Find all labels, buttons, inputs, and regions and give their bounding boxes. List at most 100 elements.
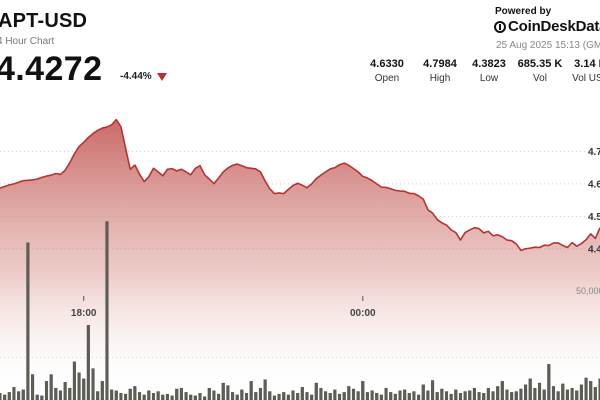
volume-bar [54,387,58,400]
volume-bar [589,381,593,400]
stat-high: 4.7984 High [421,58,459,84]
volume-bar [575,390,579,400]
volume-bar [100,381,104,400]
volume-bar [217,393,221,400]
x-tick-label: 00:00 [350,308,376,319]
volume-bar [333,389,337,400]
stat-vol: 685.35 K Vol [514,58,566,84]
volume-bar [491,391,495,400]
stat-label: Vol USD [572,73,600,84]
volume-bar [314,382,318,400]
coindesk-logo-icon [494,20,506,33]
volume-bar [519,388,523,400]
volume-bar [370,390,374,400]
volume-bar [161,394,165,400]
volume-bar [533,387,537,400]
stat-label: Open [374,73,400,84]
volume-bar [258,387,263,400]
volume-bar [468,390,472,400]
volume-bar [342,392,346,400]
volume-bar [356,391,360,400]
volume-bar [72,361,76,400]
volume-bar [189,394,193,400]
volume-bar [500,381,504,400]
volume-bar [528,378,532,400]
brand-logo[interactable]: CoinDeskData [494,18,600,35]
volume-bar [324,391,328,400]
stat-value: 4.6330 [370,58,404,70]
volume-bar [561,383,565,400]
volume-bar [26,242,30,400]
volume-bar [310,394,314,400]
volume-bar [184,392,188,400]
volume-bar [0,393,2,400]
chart-interval: 4 Hour Chart [0,36,55,47]
y-axis-labels: 4.7 4.6 4.5 4.4 [588,147,600,255]
volume-bar [407,393,411,400]
volume-bar [44,381,49,400]
volume-bar [137,392,142,400]
volume-bar [375,393,379,400]
volume-bar [249,381,253,400]
volume-bar [12,387,16,400]
stat-label: Vol [533,73,547,84]
volume-bar [421,384,425,400]
stat-vol-usd: 3.14 M Vol USD [566,58,600,84]
volume-bar [542,389,546,400]
volume-bar [351,388,356,400]
volume-bar [133,386,137,400]
volume-bar [347,386,351,400]
volume-bar [124,393,128,400]
volume-bar [235,394,239,400]
volume-bar [142,394,146,400]
volume-bar [212,390,216,400]
volume-bar [3,394,7,400]
volume-bar [486,387,490,400]
volume-bar [379,394,383,400]
current-price: 4.4272 [0,50,103,88]
down-arrow-icon [157,73,167,81]
volume-bar [496,386,500,400]
volume-bar [477,392,481,400]
volume-bar [21,389,25,400]
stat-value: 4.7984 [423,58,457,70]
volume-bar [165,393,169,400]
volume-bar [268,391,272,400]
y-tick-label: 4.6 [588,179,600,190]
volume-bar [384,387,388,400]
price-area [0,119,600,400]
volume-bar [463,391,467,400]
volume-bar [291,390,295,400]
stat-value: 3.14 M [574,58,600,70]
volume-bar [431,380,435,400]
volume-bar [128,388,132,400]
volume-bar [579,384,583,400]
volume-bar [286,394,290,400]
volume-bar [319,387,323,400]
volume-bar [147,390,151,400]
volume-bar [221,382,225,400]
volume-bar [119,393,123,400]
volume-bar [305,392,309,400]
volume-bar [193,395,197,400]
volume-bar [449,393,453,400]
volume-bar [337,393,342,400]
volume-bar [17,391,21,400]
stat-value: 4.3823 [472,58,506,70]
volume-bar [272,395,276,400]
volume-bar [114,390,118,400]
volume-bar [110,389,114,400]
y-tick-label: 4.4 [588,244,600,255]
volume-bar [282,392,286,400]
volume-bar [472,387,476,400]
volume-bar [482,393,486,400]
volume-bar [584,377,588,400]
y-tick-label: 4.7 [588,147,600,158]
volume-bar [226,385,230,400]
volume-bar [31,374,35,400]
volume-bar [198,393,202,400]
volume-bar [547,364,551,400]
y-tick-label: 4.5 [588,212,600,223]
